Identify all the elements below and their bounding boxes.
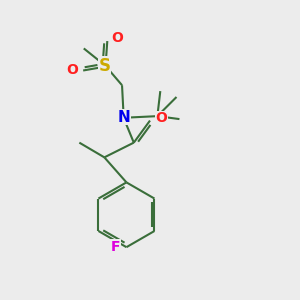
Text: F: F <box>110 240 120 254</box>
Text: O: O <box>112 31 124 45</box>
Text: N: N <box>117 110 130 124</box>
Text: O: O <box>66 64 78 77</box>
Text: O: O <box>155 111 167 125</box>
Text: S: S <box>98 57 110 75</box>
